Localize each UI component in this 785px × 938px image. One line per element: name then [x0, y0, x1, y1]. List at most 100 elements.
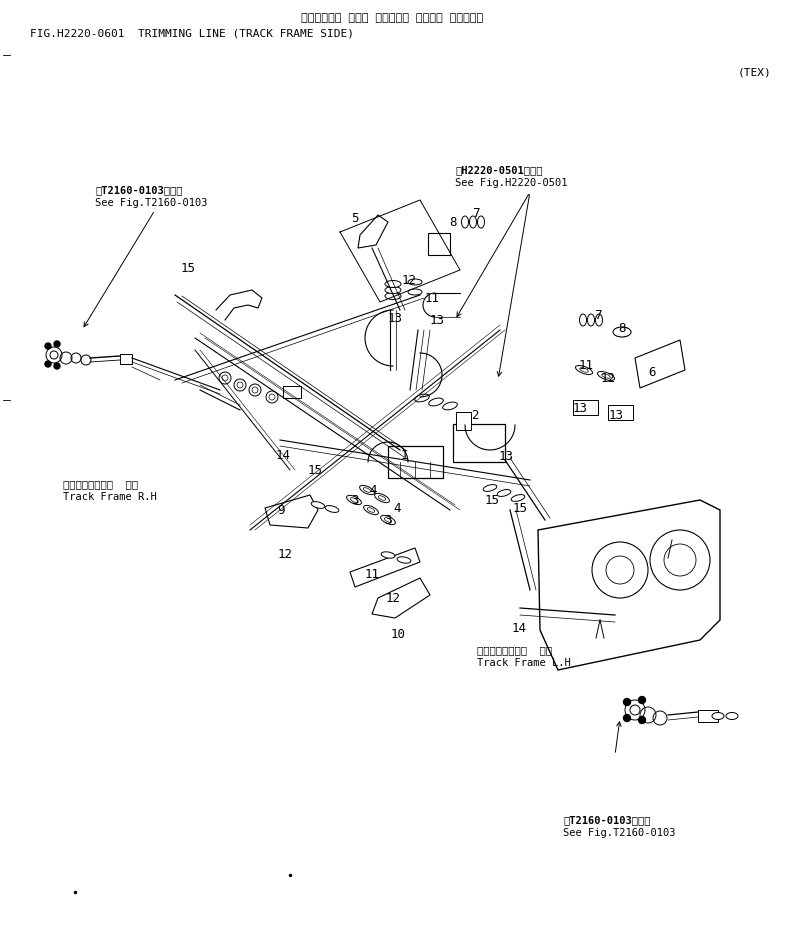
Bar: [283, 386, 301, 398]
Ellipse shape: [378, 495, 385, 500]
Ellipse shape: [587, 314, 594, 326]
Ellipse shape: [597, 371, 615, 381]
Text: See Fig.T2160-0103: See Fig.T2160-0103: [563, 828, 676, 838]
Text: 12: 12: [278, 549, 293, 562]
Ellipse shape: [726, 713, 738, 719]
Text: Track Frame L.H: Track Frame L.H: [477, 658, 571, 668]
Text: 3: 3: [384, 513, 392, 526]
Text: 14: 14: [276, 448, 290, 461]
Text: FIG.H2220-0601  TRIMMING LINE (TRACK FRAME SIDE): FIG.H2220-0601 TRIMMING LINE (TRACK FRAM…: [30, 28, 354, 38]
Text: 7: 7: [473, 206, 480, 219]
Polygon shape: [372, 578, 430, 618]
Bar: [608, 405, 633, 420]
Polygon shape: [265, 495, 318, 528]
Text: 3: 3: [351, 493, 359, 507]
Ellipse shape: [311, 502, 325, 508]
Text: 15: 15: [484, 493, 499, 507]
Text: 第T2160-0103図参照: 第T2160-0103図参照: [95, 185, 182, 195]
Circle shape: [45, 343, 51, 349]
Text: トラックフレーム  左側: トラックフレーム 左側: [477, 645, 552, 655]
Text: 11: 11: [579, 358, 593, 371]
Ellipse shape: [381, 515, 396, 524]
Text: 15: 15: [308, 463, 323, 477]
Text: (TEX): (TEX): [738, 67, 772, 77]
Circle shape: [54, 341, 60, 347]
Polygon shape: [538, 500, 720, 670]
Ellipse shape: [363, 506, 378, 515]
Text: 12: 12: [401, 274, 417, 286]
Circle shape: [623, 699, 630, 705]
Ellipse shape: [462, 216, 469, 228]
Text: 13: 13: [429, 313, 444, 326]
Text: 2: 2: [471, 409, 479, 421]
Ellipse shape: [602, 373, 610, 378]
Text: 12: 12: [385, 592, 400, 604]
Text: See Fig.T2160-0103: See Fig.T2160-0103: [95, 198, 207, 208]
Polygon shape: [358, 215, 388, 248]
Text: 13: 13: [388, 311, 403, 325]
Bar: [388, 446, 443, 478]
Ellipse shape: [477, 216, 484, 228]
Text: 13: 13: [572, 401, 587, 415]
Circle shape: [54, 363, 60, 369]
Polygon shape: [635, 340, 685, 388]
Text: トリミング・ ライン （トラック フレーム サイド・）: トリミング・ ライン （トラック フレーム サイド・）: [301, 13, 483, 23]
Ellipse shape: [613, 327, 631, 337]
Ellipse shape: [385, 518, 392, 522]
Polygon shape: [350, 548, 420, 587]
Ellipse shape: [385, 293, 401, 299]
Ellipse shape: [374, 493, 389, 503]
Text: 14: 14: [512, 622, 527, 634]
Text: 13: 13: [608, 409, 623, 421]
Ellipse shape: [367, 507, 374, 512]
Ellipse shape: [596, 314, 603, 326]
Ellipse shape: [385, 286, 401, 294]
Ellipse shape: [408, 279, 422, 285]
Text: 4: 4: [369, 483, 377, 496]
Ellipse shape: [580, 368, 588, 372]
Ellipse shape: [363, 488, 371, 492]
Text: 8: 8: [449, 216, 457, 229]
Circle shape: [623, 715, 630, 721]
Ellipse shape: [484, 485, 497, 492]
Ellipse shape: [497, 490, 511, 496]
Ellipse shape: [385, 280, 401, 288]
Text: 15: 15: [513, 502, 528, 515]
Text: 11: 11: [364, 568, 379, 582]
Ellipse shape: [360, 485, 374, 494]
Ellipse shape: [469, 216, 476, 228]
Ellipse shape: [381, 552, 395, 558]
Text: 5: 5: [351, 211, 359, 224]
Text: See Fig.H2220-0501: See Fig.H2220-0501: [455, 178, 568, 188]
Text: トラックフレーム  右側: トラックフレーム 右側: [63, 479, 138, 489]
Text: 12: 12: [601, 371, 615, 385]
Bar: [428, 233, 450, 255]
Text: 第H2220-0501図参照: 第H2220-0501図参照: [455, 165, 542, 175]
Bar: [453, 424, 505, 462]
Text: 6: 6: [648, 366, 655, 379]
Ellipse shape: [408, 289, 422, 295]
Ellipse shape: [429, 398, 444, 406]
Text: 10: 10: [390, 628, 406, 642]
Bar: [573, 400, 598, 415]
Ellipse shape: [443, 402, 458, 410]
Ellipse shape: [575, 366, 593, 374]
Text: 4: 4: [393, 502, 401, 515]
Ellipse shape: [511, 494, 525, 502]
Ellipse shape: [325, 506, 339, 512]
Bar: [456, 412, 471, 430]
Bar: [120, 354, 132, 364]
Circle shape: [638, 717, 645, 723]
Ellipse shape: [350, 498, 358, 503]
Ellipse shape: [712, 713, 724, 719]
Circle shape: [45, 361, 51, 367]
Text: 15: 15: [181, 262, 195, 275]
Text: 第T2160-0103図参照: 第T2160-0103図参照: [563, 815, 651, 825]
Ellipse shape: [347, 495, 361, 505]
Ellipse shape: [414, 394, 429, 401]
Text: 1: 1: [400, 448, 407, 461]
Text: Track Frame R.H: Track Frame R.H: [63, 492, 157, 502]
Ellipse shape: [579, 314, 586, 326]
Bar: [698, 710, 718, 722]
Text: 13: 13: [498, 449, 513, 462]
